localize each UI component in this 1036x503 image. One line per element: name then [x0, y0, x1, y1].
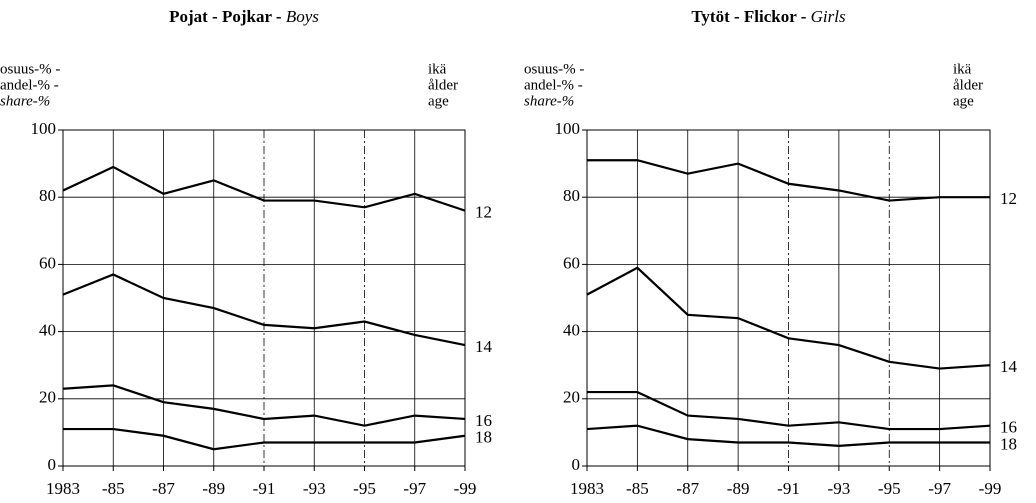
y-axis-label: andel-% - — [524, 77, 583, 93]
y-axis-label: share-% — [0, 93, 50, 109]
y-tick-label: 60 — [39, 253, 56, 272]
plot-frame — [62, 129, 466, 467]
x-tick-label: -85 — [626, 479, 649, 498]
y2-axis-label: age — [428, 93, 449, 109]
title-main: Pojat - Pojkar - — [169, 7, 282, 26]
title-en: Girls — [811, 7, 846, 26]
y-axis-label: share-% — [524, 93, 574, 109]
chart-title: Pojat - Pojkar - Boys — [169, 7, 319, 26]
series-line — [62, 273, 466, 347]
chart-title: Tytöt - Flickor - Girls — [691, 7, 846, 26]
series-label: 12 — [475, 203, 492, 222]
x-tick-label: -87 — [676, 479, 699, 498]
x-tick-label: -93 — [828, 479, 851, 498]
y2-axis-label: ikä — [953, 61, 972, 77]
x-tick-label: -97 — [403, 479, 426, 498]
x-tick-label: -87 — [152, 479, 175, 498]
y-axis-label: osuus-% - — [524, 61, 584, 77]
series-label: 12 — [1000, 189, 1017, 208]
y2-axis-label: age — [953, 93, 974, 109]
x-tick-label: -93 — [303, 479, 326, 498]
series-label: 14 — [1000, 357, 1018, 376]
x-tick-label: -89 — [202, 479, 225, 498]
x-tick-label: -99 — [979, 479, 1002, 498]
x-tick-label: -91 — [777, 479, 800, 498]
series-line — [587, 390, 991, 431]
y-tick-label: 0 — [572, 455, 581, 474]
x-tick-label: -97 — [928, 479, 951, 498]
y-tick-label: 80 — [563, 186, 580, 205]
y-tick-label: 20 — [563, 388, 580, 407]
y-tick-label: 20 — [39, 388, 56, 407]
y-tick-label: 100 — [555, 119, 581, 138]
series-label: 18 — [475, 428, 492, 447]
series-label: 16 — [475, 411, 492, 430]
y-tick-label: 40 — [563, 321, 580, 340]
x-tick-label: -99 — [454, 479, 477, 498]
y-tick-label: 100 — [31, 119, 57, 138]
y-tick-label: 80 — [39, 186, 56, 205]
title-en: Boys — [286, 7, 319, 26]
title-main: Tytöt - Flickor - — [691, 7, 806, 26]
x-tick-label: -95 — [878, 479, 901, 498]
y-tick-label: 40 — [39, 321, 56, 340]
x-tick-label: -95 — [353, 479, 376, 498]
series-line — [586, 266, 991, 370]
y2-axis-label: ålder — [953, 77, 983, 93]
y2-axis-label: ikä — [428, 61, 447, 77]
series-line — [586, 424, 990, 447]
y-axis-label: andel-% - — [0, 77, 59, 93]
x-tick-label: -91 — [253, 479, 276, 498]
x-tick-label: -85 — [102, 479, 125, 498]
series-line — [587, 159, 990, 202]
y2-axis-label: ålder — [428, 77, 458, 93]
y-tick-label: 0 — [48, 455, 57, 474]
y-tick-label: 60 — [563, 253, 580, 272]
series-label: 14 — [475, 337, 493, 356]
series-label: 18 — [1000, 434, 1017, 453]
x-tick-label: 1983 — [570, 479, 604, 498]
y-axis-label: osuus-% - — [0, 61, 60, 77]
x-tick-label: -89 — [727, 479, 750, 498]
plot-frame — [586, 129, 991, 467]
series-line — [62, 384, 466, 427]
series-label: 16 — [1000, 418, 1017, 437]
series-line — [62, 165, 466, 212]
x-tick-label: 1983 — [46, 479, 80, 498]
series-line — [63, 427, 466, 451]
